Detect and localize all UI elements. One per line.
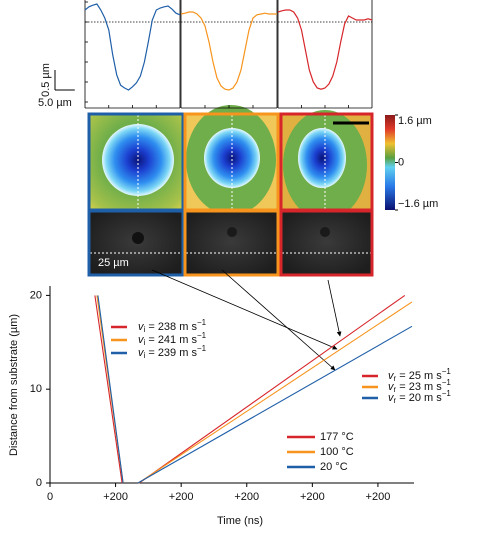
legend-label: vr = 25 m s−1	[388, 367, 451, 383]
image-panels: 25 µm	[87, 105, 395, 277]
legend-sub: i	[144, 338, 146, 347]
x-tick-label: +200	[366, 491, 391, 503]
legend-sub: r	[394, 396, 397, 405]
micrograph	[282, 210, 371, 274]
legend-sup: −1	[442, 367, 452, 376]
series-line	[97, 295, 413, 484]
frame	[279, 208, 374, 277]
scale-label: 5.0 µm	[38, 97, 72, 109]
legend-text: = 241 m s	[145, 334, 197, 346]
x-axis-label: Time (ns)	[217, 515, 263, 527]
legend-symbol: v	[138, 321, 145, 333]
y-tick-label: 0	[36, 477, 42, 489]
spot	[227, 227, 237, 237]
y-tick-label: 10	[30, 383, 42, 395]
profile-line	[277, 9, 373, 90]
x-tick-label: 0	[47, 491, 53, 503]
x-tick-label: +200	[300, 491, 325, 503]
legend-text: = 23 m s	[396, 381, 442, 393]
y-tick-label: 20	[30, 289, 42, 301]
legend-symbol: v	[138, 347, 145, 359]
spot	[132, 232, 144, 244]
legend-text: = 25 m s	[396, 370, 442, 382]
legend-label: vr = 20 m s−1	[388, 389, 451, 405]
colorbar-label: −1.6 µm	[398, 198, 438, 210]
legend-sup: −1	[442, 389, 452, 398]
legend-label: vr = 23 m s−1	[388, 378, 451, 394]
arrows	[151, 269, 342, 371]
colorbar-label: 1.6 µm	[398, 115, 432, 127]
legend-sup: −1	[197, 318, 207, 327]
legend-text: = 239 m s	[145, 347, 197, 359]
guide-lines	[90, 115, 371, 254]
x-tick-label: +200	[169, 491, 194, 503]
legend-label: 177 °C	[320, 431, 354, 443]
legend-sup: −1	[197, 344, 207, 353]
micrograph	[186, 210, 277, 274]
legend-symbol: v	[138, 334, 145, 346]
legend-sup: −1	[197, 331, 207, 340]
legend-symbol: v	[388, 381, 395, 393]
legend-sup: −1	[442, 378, 452, 387]
legend-label: vi = 239 m s−1	[138, 344, 207, 360]
frame	[183, 208, 280, 277]
frame	[87, 208, 185, 277]
legend-sub: i	[144, 351, 146, 360]
legend-sub: i	[144, 325, 146, 334]
legend-sub: r	[394, 385, 397, 394]
legend-label: vi = 241 m s−1	[138, 331, 207, 347]
legend-label: 20 °C	[320, 461, 348, 473]
y-axis-label: Distance from substrate (µm)	[8, 314, 20, 456]
colorbar	[385, 115, 395, 210]
profile-line	[180, 11, 277, 91]
spot	[320, 227, 330, 237]
legend-sub: r	[394, 374, 397, 383]
legend-text: = 238 m s	[145, 321, 197, 333]
legend-text: = 20 m s	[396, 392, 442, 404]
scale-label: 25 µm	[98, 257, 129, 269]
profile-line	[84, 3, 181, 91]
legend-symbol: v	[388, 392, 395, 404]
x-tick-label: +200	[103, 491, 128, 503]
scale-label: 0.5 µm	[40, 63, 52, 97]
legend-label: 100 °C	[320, 446, 354, 458]
legend-label: vi = 238 m s−1	[138, 318, 207, 334]
colorbar-label: 0	[398, 156, 404, 168]
series-line	[94, 294, 406, 484]
legend-symbol: v	[388, 370, 395, 382]
crater	[204, 128, 260, 188]
x-tick-label: +200	[234, 491, 259, 503]
crater	[298, 128, 346, 188]
